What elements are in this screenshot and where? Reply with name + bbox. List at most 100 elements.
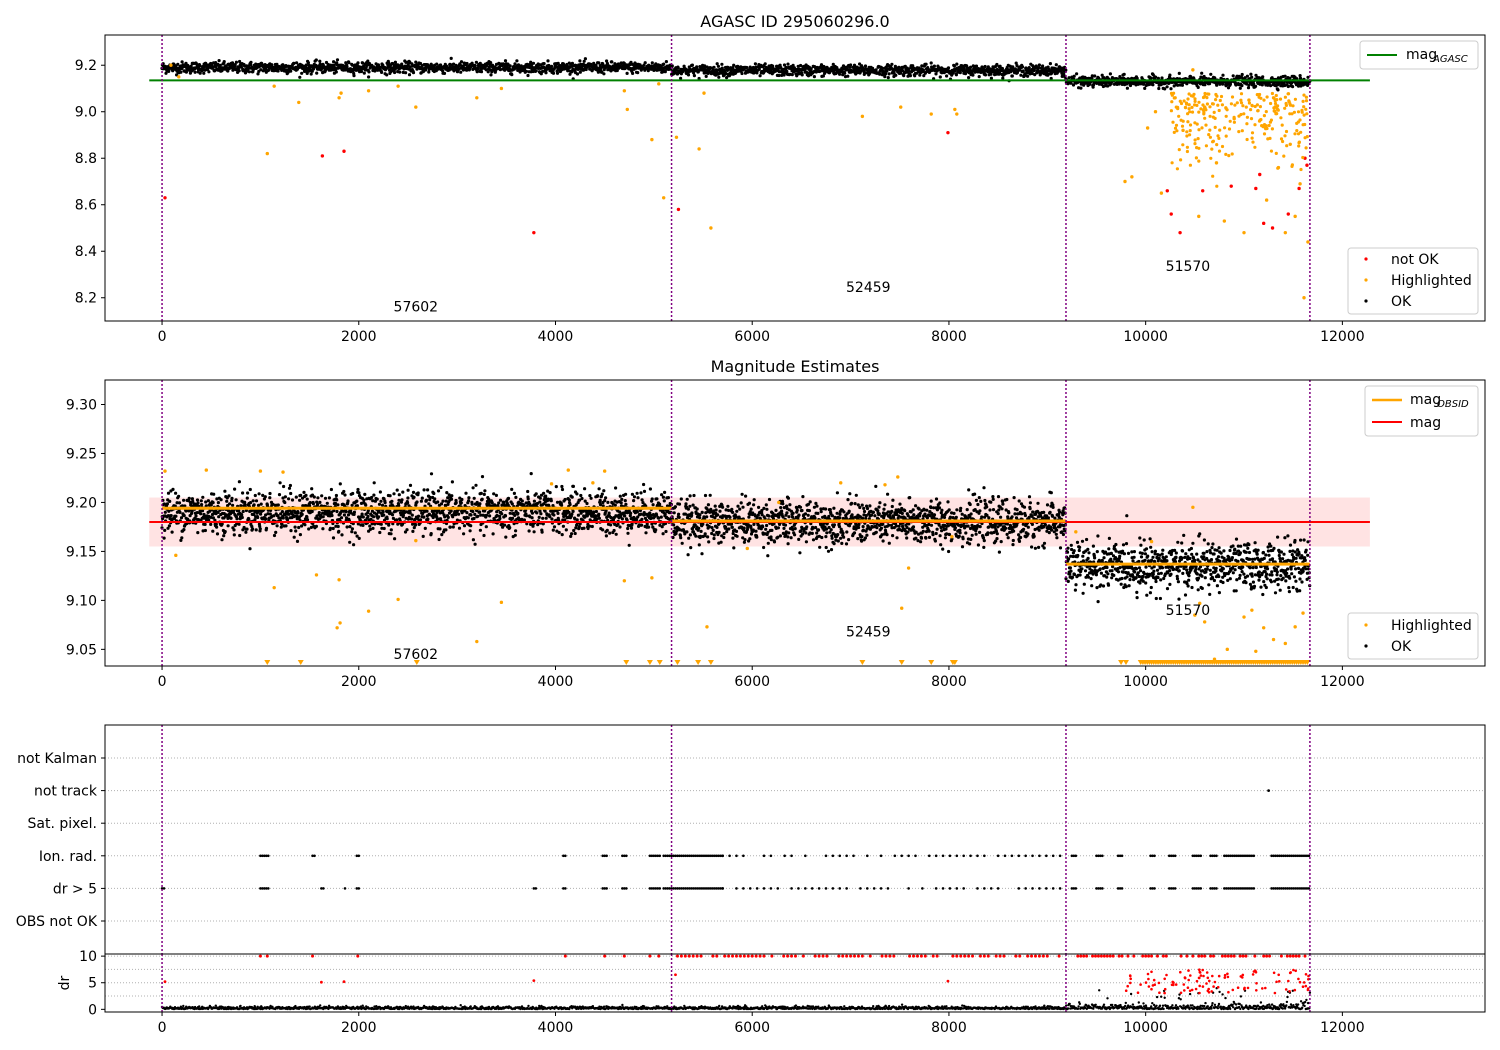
ok-data-point <box>404 71 408 75</box>
highlighted-point <box>1265 95 1269 99</box>
ok-data-point <box>983 73 988 77</box>
highlighted-point <box>1283 134 1287 138</box>
not-ok-point <box>1201 189 1205 193</box>
ok-data-point <box>648 487 653 491</box>
ok-data-point <box>241 509 245 514</box>
ok-data-point <box>640 517 644 522</box>
ok-data-point <box>254 499 259 503</box>
ok-data-point <box>454 513 458 517</box>
ok-data-point <box>305 497 309 501</box>
ok-data-point <box>908 74 913 78</box>
ok-data-point <box>640 523 644 527</box>
ok-data-point <box>812 75 817 79</box>
not-ok-point <box>1169 212 1173 216</box>
ok-data-point <box>418 518 423 522</box>
ok-data-point <box>225 499 229 503</box>
ok-data-point <box>194 514 198 518</box>
ok-data-point <box>318 62 322 66</box>
ok-data-point <box>487 65 491 69</box>
ok-data-point <box>514 495 518 499</box>
highlighted-point <box>1250 103 1254 107</box>
ok-data-point <box>704 74 708 78</box>
ok-data-point <box>220 538 224 542</box>
ok-data-point <box>468 529 472 533</box>
ok-data-point <box>846 74 850 78</box>
ok-data-point <box>1249 72 1253 76</box>
highlighted-point <box>1197 100 1201 104</box>
ok-data-point <box>335 498 339 502</box>
ok-data-point <box>578 59 582 63</box>
ok-data-point <box>317 510 321 515</box>
ok-data-point <box>202 71 206 75</box>
ok-data-point <box>379 499 383 503</box>
ok-data-point <box>1020 65 1025 69</box>
highlighted-point <box>1208 135 1212 139</box>
highlighted-point <box>1208 105 1212 109</box>
highlighted-point <box>1230 95 1235 99</box>
not-ok-point <box>1270 226 1275 230</box>
highlighted-point <box>1244 105 1248 109</box>
highlighted-point <box>1262 114 1266 118</box>
ok-data-point <box>483 489 487 493</box>
ok-data-point <box>177 494 181 498</box>
ok-data-point <box>421 534 425 539</box>
y-tick-label: 9.2 <box>75 58 97 74</box>
ok-data-point <box>240 515 244 520</box>
highlighted-point <box>1197 214 1201 219</box>
ok-data-point <box>568 502 572 507</box>
agasc-magnitude-panel: AGASC ID 295060296.0 0 2000 4000 6000 8000 10… <box>75 12 1486 345</box>
highlighted-point <box>1293 132 1297 136</box>
ok-data-point <box>336 503 340 507</box>
ok-data-point <box>1027 66 1031 70</box>
ok-data-point <box>541 516 545 520</box>
ok-data-point <box>318 500 322 504</box>
ok-data-point <box>608 531 612 535</box>
ok-data-point <box>268 496 272 500</box>
ok-data-point <box>1125 86 1129 90</box>
highlighted-point <box>1228 119 1232 123</box>
highlighted-point <box>1205 102 1209 106</box>
highlighted-point <box>1258 105 1262 109</box>
ok-data-point <box>588 524 592 528</box>
ok-data-point <box>392 492 396 496</box>
ok-data-point <box>635 491 639 495</box>
highlighted-point <box>1176 107 1180 111</box>
ok-data-point <box>1037 63 1041 67</box>
ok-data-point <box>644 531 648 535</box>
highlighted-point <box>1219 94 1224 99</box>
highlighted-point <box>1216 134 1220 138</box>
ok-data-point <box>629 511 633 515</box>
ok-data-point <box>1159 83 1163 87</box>
ok-data-point <box>245 496 249 500</box>
ok-data-point <box>377 502 382 506</box>
highlighted-point <box>1214 161 1219 165</box>
highlighted-point <box>1270 127 1274 131</box>
ok-data-point <box>650 61 654 65</box>
ok-data-point <box>357 536 361 541</box>
ok-data-point <box>534 492 538 496</box>
ok-data-point <box>547 63 551 68</box>
ok-data-point <box>575 518 579 522</box>
ok-data-point <box>331 536 336 540</box>
ok-data-point <box>598 498 602 502</box>
ok-data-point <box>256 515 260 520</box>
highlighted-point <box>1224 114 1228 118</box>
highlighted-point <box>1189 94 1193 98</box>
ok-data-point <box>929 61 933 65</box>
ok-data-point <box>245 527 249 531</box>
ok-data-point <box>459 70 463 74</box>
ok-data-point <box>503 59 508 63</box>
ok-data-point <box>371 499 375 503</box>
ok-data-point <box>479 491 483 495</box>
ok-data-point <box>1209 72 1213 76</box>
highlighted-point <box>1201 95 1206 100</box>
ok-data-point <box>401 70 405 74</box>
ok-data-point <box>570 532 574 536</box>
ok-data-point <box>367 70 371 74</box>
highlighted-point <box>169 63 173 67</box>
highlighted-point <box>1222 219 1227 223</box>
ok-data-point <box>1291 85 1295 89</box>
ok-data-point <box>362 498 366 502</box>
highlighted-point <box>1224 152 1228 156</box>
ok-data-point <box>372 481 376 485</box>
